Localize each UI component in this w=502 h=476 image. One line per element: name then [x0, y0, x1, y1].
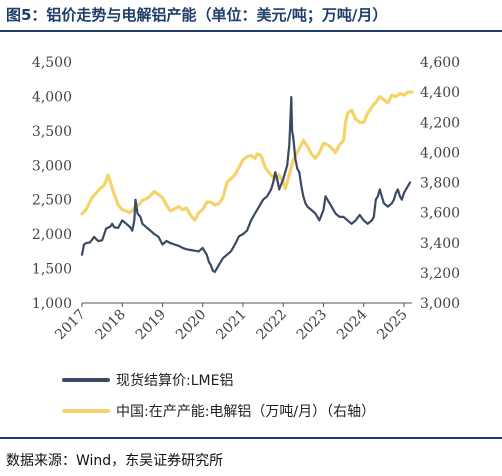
y-left-tick-label: 1,500 — [32, 262, 72, 278]
y-right-tick-label: 4,600 — [420, 55, 460, 71]
x-tick-label: 2018 — [93, 307, 130, 344]
footer-divider — [0, 437, 502, 439]
y-left-tick-label: 3,500 — [32, 124, 72, 140]
source-note: 数据来源：Wind，东吴证券研究所 — [6, 453, 224, 469]
y-right-tick-label: 3,200 — [420, 266, 460, 282]
y-right-tick-label: 3,600 — [420, 206, 460, 222]
chart-svg: 1,000 1,500 2,000 2,500 3,000 3,500 4,000 4,500… — [32, 55, 460, 344]
series-line-lme-price — [80, 95, 412, 274]
x-tick-label: 2023 — [294, 307, 331, 344]
y-right-tick-label: 3,400 — [420, 236, 460, 252]
y-right-tick-label: 4,200 — [420, 115, 460, 131]
y-right-tick-label: 3,800 — [420, 176, 460, 192]
y-right-tick-label: 3,000 — [420, 296, 460, 312]
x-tick-label: 2021 — [213, 307, 250, 344]
y-left-tick-label: 1,000 — [32, 296, 72, 312]
y-left-tick-label: 4,500 — [32, 55, 72, 71]
y-left-tick-label: 2,500 — [32, 193, 72, 209]
legend-label-lme: 现货结算价:LME铝 — [116, 373, 234, 389]
y-left-tick-label: 3,000 — [32, 158, 72, 174]
y-left-tick-label: 4,000 — [32, 89, 72, 105]
legend-item-lme: 现货结算价:LME铝 — [62, 368, 375, 392]
legend-swatch-capacity — [62, 409, 110, 413]
chart-title: 图5：铝价走势与电解铝产能（单位：美元/吨；万吨/月） — [6, 6, 388, 24]
legend-item-capacity: 中国:在产产能:电解铝（万吨/月）（右轴） — [62, 399, 375, 423]
title-divider — [0, 30, 502, 32]
x-tick-label: 2019 — [133, 307, 170, 344]
series-line-capacity — [80, 90, 414, 222]
legend-label-capacity: 中国:在产产能:电解铝（万吨/月）（右轴） — [116, 404, 376, 420]
x-tick-label: 2024 — [334, 306, 371, 343]
y-right-tick-label: 4,000 — [420, 145, 460, 161]
y-right-tick-label: 4,400 — [420, 85, 460, 101]
x-tick-label: 2022 — [254, 307, 291, 344]
legend-swatch-lme — [62, 378, 110, 382]
y-left-tick-label: 2,000 — [32, 227, 72, 243]
x-tick-label: 2020 — [173, 307, 210, 344]
x-tick-label: 2025 — [374, 307, 411, 344]
legend: 现货结算价:LME铝 中国:在产产能:电解铝（万吨/月）（右轴） — [62, 368, 375, 430]
